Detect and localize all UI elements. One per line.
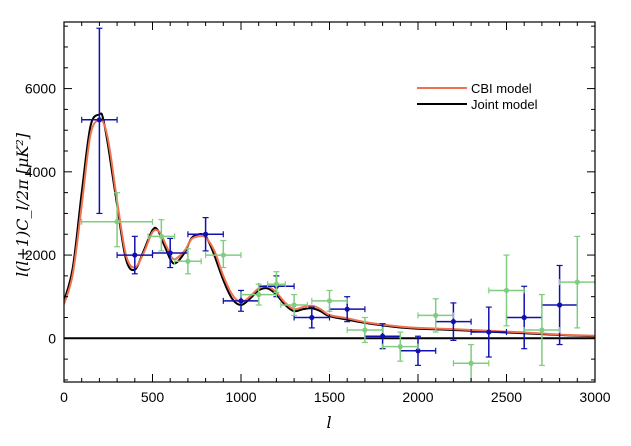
blue-data-point: [187, 217, 224, 252]
x-tick-label: 1000: [225, 389, 256, 405]
green-data-point: [523, 294, 561, 366]
green-data-point: [488, 254, 525, 327]
green-data-point: [81, 192, 154, 248]
blue-data-point: [81, 27, 118, 215]
x-tick-label: 500: [141, 389, 165, 405]
green-data-point: [452, 343, 490, 382]
green-data-point: [346, 316, 384, 344]
data-points: [81, 27, 595, 382]
legend-label: Joint model: [471, 97, 538, 112]
blue-data-point: [470, 306, 508, 358]
y-tick-label: 2000: [25, 247, 56, 263]
x-tick-label: 0: [60, 389, 68, 405]
green-data-point: [266, 271, 286, 294]
x-axis-ticks: 0 500 1000 1500 2000 2500 3000: [60, 22, 611, 405]
green-data-point: [558, 235, 595, 329]
y-tick-label: 0: [48, 330, 56, 346]
y-tick-label: 6000: [25, 81, 56, 97]
green-data-point: [382, 331, 419, 362]
blue-data-point: [222, 289, 260, 312]
y-axis-title: l(l+1)C_l/2π [μK²]: [13, 132, 32, 277]
x-tick-label: 2000: [402, 389, 433, 405]
x-tick-label: 1500: [314, 389, 345, 405]
green-data-point: [280, 294, 308, 317]
green-data-point: [417, 298, 454, 333]
green-data-point: [311, 289, 348, 312]
x-axis-title: l: [326, 413, 331, 432]
x-tick-label: 3000: [579, 389, 610, 405]
legend-label: CBI model: [471, 81, 532, 96]
y-tick-label: 4000: [25, 164, 56, 180]
green-data-point: [240, 283, 277, 306]
green-data-point: [174, 248, 202, 275]
y-axis-ticks: 0 2000 4000 6000: [25, 25, 595, 381]
blue-data-point: [328, 296, 366, 323]
blue-data-point: [435, 302, 472, 341]
green-data-point: [205, 239, 242, 269]
green-data-point: [147, 219, 176, 252]
x-tick-label: 2500: [491, 389, 522, 405]
blue-data-point: [293, 306, 331, 329]
